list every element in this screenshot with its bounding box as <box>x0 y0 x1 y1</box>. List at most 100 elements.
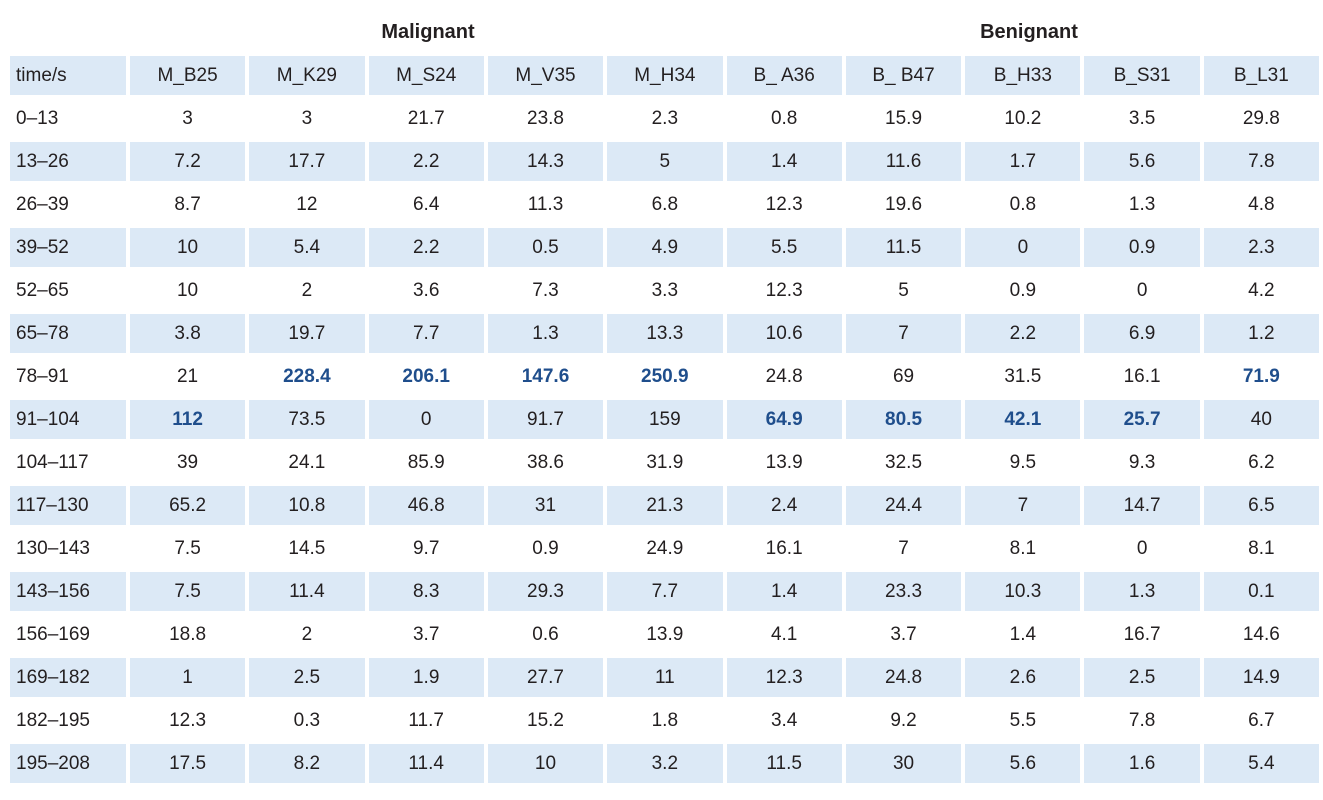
value-cell: 8.2 <box>249 744 365 783</box>
value-cell: 17.7 <box>249 142 365 181</box>
value-cell: 159 <box>607 400 723 439</box>
value-cell: 3.4 <box>726 701 842 740</box>
value-cell: 3.3 <box>607 271 723 310</box>
value-cell: 3.5 <box>1084 99 1200 138</box>
value-cell: 46.8 <box>368 486 484 525</box>
value-cell: 112 <box>129 400 246 439</box>
value-cell: 12.3 <box>129 701 246 740</box>
value-cell: 3.7 <box>845 615 962 654</box>
value-cell: 6.7 <box>1203 701 1319 740</box>
value-cell: 7 <box>965 486 1081 525</box>
value-cell: 16.7 <box>1084 615 1200 654</box>
time-interval-cell: 78–91 <box>10 357 126 396</box>
value-cell: 12 <box>249 185 365 224</box>
value-cell: 5.4 <box>249 228 365 267</box>
value-cell: 30 <box>845 744 962 783</box>
value-cell: 21 <box>129 357 246 396</box>
value-cell: 3.8 <box>129 314 246 353</box>
time-interval-cell: 195–208 <box>10 744 126 783</box>
time-interval-cell: 39–52 <box>10 228 126 267</box>
value-cell: 16.1 <box>726 529 842 568</box>
value-cell: 206.1 <box>368 357 484 396</box>
table-row: 195–208 17.5 8.2 11.4 10 3.2 11.5 30 5.6 1.6 5.4 <box>10 744 1319 783</box>
value-cell: 2 <box>249 271 365 310</box>
value-cell: 8.3 <box>368 572 484 611</box>
value-cell: 7.5 <box>129 572 246 611</box>
value-cell: 27.7 <box>487 658 604 697</box>
value-cell: 64.9 <box>726 400 842 439</box>
column-header: M_B25 <box>129 56 246 95</box>
value-cell: 7.5 <box>129 529 246 568</box>
value-cell: 5 <box>607 142 723 181</box>
value-cell: 65.2 <box>129 486 246 525</box>
value-cell: 10.3 <box>965 572 1081 611</box>
column-header: B_ A36 <box>726 56 842 95</box>
value-cell: 24.8 <box>726 357 842 396</box>
group-header-malignant: Malignant <box>381 21 475 43</box>
value-cell: 31.5 <box>965 357 1081 396</box>
value-cell: 1.4 <box>726 142 842 181</box>
value-cell: 7.8 <box>1084 701 1200 740</box>
value-cell: 11.4 <box>368 744 484 783</box>
value-cell: 14.7 <box>1084 486 1200 525</box>
value-cell: 38.6 <box>487 443 604 482</box>
value-cell: 2.5 <box>1084 658 1200 697</box>
value-cell: 0.1 <box>1203 572 1319 611</box>
value-cell: 2.3 <box>607 99 723 138</box>
column-header: M_V35 <box>487 56 604 95</box>
value-cell: 14.9 <box>1203 658 1319 697</box>
value-cell: 6.9 <box>1084 314 1200 353</box>
table-row: 104–117 39 24.1 85.9 38.6 31.9 13.9 32.5 9.5 9.3 6… <box>10 443 1319 482</box>
value-cell: 10.6 <box>726 314 842 353</box>
value-cell: 2.6 <box>965 658 1081 697</box>
value-cell: 7.2 <box>129 142 246 181</box>
time-interval-cell: 0–13 <box>10 99 126 138</box>
value-cell: 31 <box>487 486 604 525</box>
value-cell: 9.3 <box>1084 443 1200 482</box>
table-row: 78–91 21 228.4 206.1 147.6 250.9 24.8 69 31.5 16.… <box>10 357 1319 396</box>
value-cell: 10 <box>129 228 246 267</box>
value-cell: 12.3 <box>726 185 842 224</box>
value-cell: 8.1 <box>965 529 1081 568</box>
value-cell: 10 <box>129 271 246 310</box>
table-body: time/s M_B25 M_K29 M_S24 M_V35 M_H34 B_ A36 B_ … <box>10 56 1319 783</box>
data-table: time/s M_B25 M_K29 M_S24 M_V35 M_H34 B_ A36 B_ … <box>6 52 1323 787</box>
column-header: B_ B47 <box>845 56 962 95</box>
value-cell: 5.6 <box>965 744 1081 783</box>
time-interval-cell: 169–182 <box>10 658 126 697</box>
value-cell: 21.7 <box>368 99 484 138</box>
value-cell: 16.1 <box>1084 357 1200 396</box>
value-cell: 71.9 <box>1203 357 1319 396</box>
value-cell: 0.9 <box>487 529 604 568</box>
value-cell: 1.4 <box>726 572 842 611</box>
table-row: 0–13 3 3 21.7 23.8 2.3 0.8 15.9 10.2 3.5 29.8 <box>10 99 1319 138</box>
value-cell: 42.1 <box>965 400 1081 439</box>
value-cell: 7.7 <box>368 314 484 353</box>
value-cell: 4.8 <box>1203 185 1319 224</box>
value-cell: 11.7 <box>368 701 484 740</box>
value-cell: 18.8 <box>129 615 246 654</box>
value-cell: 10.8 <box>249 486 365 525</box>
value-cell: 2.2 <box>965 314 1081 353</box>
value-cell: 14.3 <box>487 142 604 181</box>
value-cell: 23.3 <box>845 572 962 611</box>
value-cell: 13.3 <box>607 314 723 353</box>
value-cell: 1.4 <box>965 615 1081 654</box>
value-cell: 23.8 <box>487 99 604 138</box>
value-cell: 1 <box>129 658 246 697</box>
value-cell: 19.7 <box>249 314 365 353</box>
value-cell: 1.7 <box>965 142 1081 181</box>
value-cell: 0.9 <box>1084 228 1200 267</box>
value-cell: 0.3 <box>249 701 365 740</box>
value-cell: 5.4 <box>1203 744 1319 783</box>
time-interval-cell: 130–143 <box>10 529 126 568</box>
value-cell: 6.5 <box>1203 486 1319 525</box>
value-cell: 29.3 <box>487 572 604 611</box>
value-cell: 12.3 <box>726 271 842 310</box>
value-cell: 6.8 <box>607 185 723 224</box>
value-cell: 7 <box>845 314 962 353</box>
column-header: M_S24 <box>368 56 484 95</box>
value-cell: 9.7 <box>368 529 484 568</box>
value-cell: 39 <box>129 443 246 482</box>
column-header: M_H34 <box>607 56 723 95</box>
